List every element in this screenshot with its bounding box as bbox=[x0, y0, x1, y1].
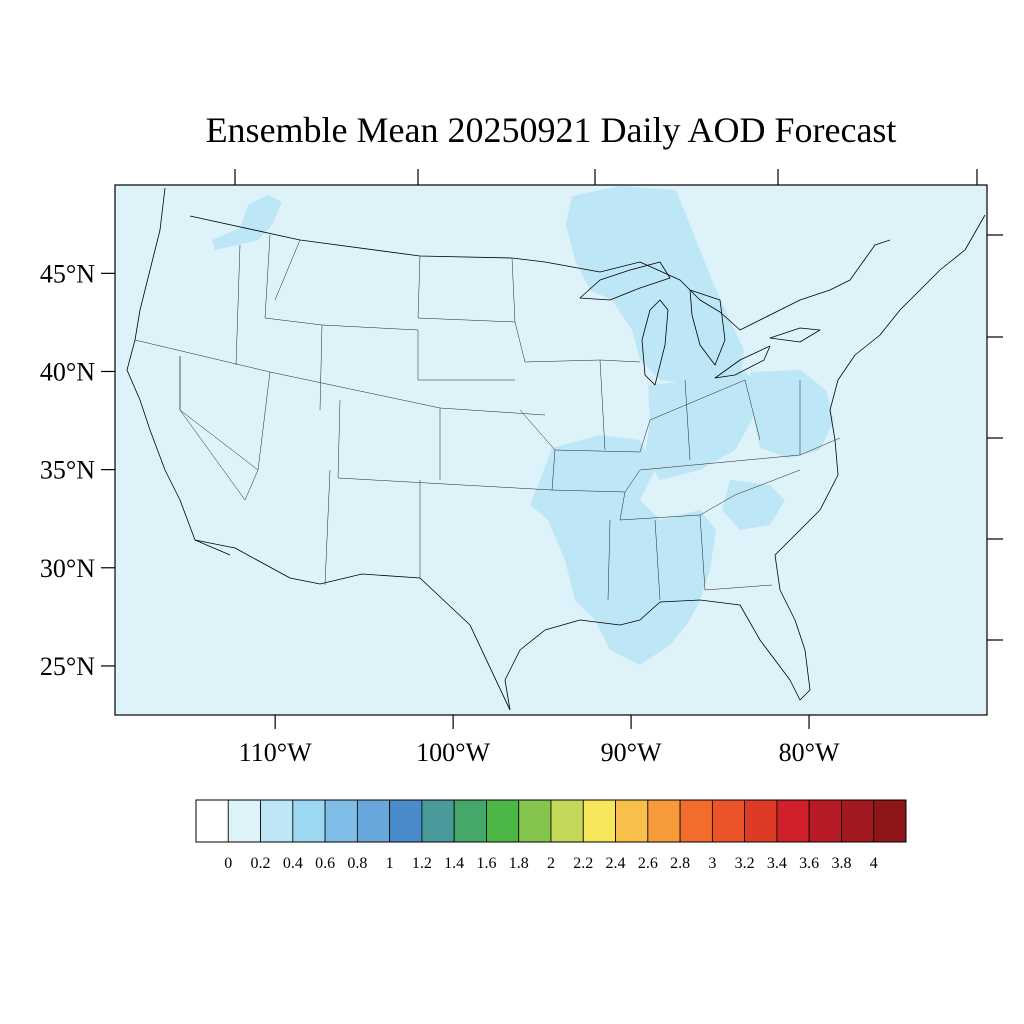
y-tick-label: 35°N bbox=[40, 456, 95, 485]
colorbar-swatch bbox=[647, 799, 681, 843]
colorbar-swatch bbox=[292, 799, 326, 843]
x-tick-label: 90°W bbox=[601, 738, 662, 767]
colorbar-label: 3 bbox=[708, 855, 716, 872]
lake-superior bbox=[579, 261, 671, 301]
colorbar-swatch bbox=[711, 799, 746, 843]
colorbar-label: 0.8 bbox=[347, 855, 367, 872]
colorbar-swatch bbox=[518, 799, 552, 843]
colorbar bbox=[195, 799, 907, 843]
lake-michigan bbox=[641, 299, 669, 386]
aod-region-upper-midwest bbox=[566, 186, 744, 385]
y-tick-label: 30°N bbox=[40, 554, 95, 583]
colorbar-label: 0.2 bbox=[251, 855, 271, 872]
colorbar-label: 4 bbox=[870, 855, 878, 872]
pacific-coast bbox=[126, 187, 231, 556]
map-background bbox=[115, 185, 987, 715]
colorbar-label: 0.4 bbox=[283, 855, 303, 872]
colorbar-label: 2.8 bbox=[670, 855, 690, 872]
colorbar-swatch bbox=[582, 799, 616, 843]
colorbar-frame bbox=[195, 799, 907, 843]
y-tick-label: 40°N bbox=[40, 357, 95, 386]
aod-region-southern-appalachians bbox=[722, 480, 785, 530]
us-canada-border bbox=[189, 215, 891, 331]
colorbar-swatch bbox=[421, 799, 455, 843]
aod-region-northwest-patch bbox=[212, 195, 282, 250]
chart-title: Ensemble Mean 20250921 Daily AOD Forecas… bbox=[206, 110, 897, 150]
colorbar-labels: 0 0.2 0.4 0.6 0.8 1 1.2 1.4 1.6 1.8 2 2.2 2.4 2.6 2.8 3… bbox=[224, 855, 877, 872]
colorbar-swatch bbox=[389, 799, 423, 843]
colorbar-swatch bbox=[356, 799, 391, 843]
x-tick-label: 100°W bbox=[416, 738, 490, 767]
state-boundaries bbox=[134, 234, 841, 601]
aod-overlays bbox=[212, 186, 834, 665]
colorbar-swatch bbox=[873, 799, 907, 843]
colorbar-label: 1 bbox=[386, 855, 394, 872]
colorbar-label: 3.8 bbox=[831, 855, 851, 872]
map-frame bbox=[114, 184, 988, 716]
gulf-coast bbox=[504, 589, 811, 711]
x-tick-label: 80°W bbox=[779, 738, 840, 767]
colorbar-swatch bbox=[808, 799, 842, 843]
colorbar-swatch bbox=[744, 799, 778, 843]
colorbar-label: 1.6 bbox=[476, 855, 496, 872]
colorbar-label: 0.6 bbox=[315, 855, 335, 872]
us-mexico-border bbox=[194, 539, 511, 711]
lake-huron bbox=[689, 289, 726, 366]
colorbar-swatch bbox=[841, 799, 875, 843]
colorbar-label: 3.6 bbox=[799, 855, 819, 872]
colorbar-label: 2 bbox=[547, 855, 555, 872]
colorbar-swatch bbox=[550, 799, 584, 843]
coastlines-and-borders bbox=[126, 187, 986, 711]
top-ticks bbox=[234, 169, 978, 185]
colorbar-label: 2.6 bbox=[638, 855, 658, 872]
aod-region-ohio-valley bbox=[645, 372, 760, 480]
map-panel bbox=[114, 184, 988, 716]
aod-region-lower-mississippi bbox=[530, 435, 716, 665]
x-tick-label: 110°W bbox=[239, 738, 312, 767]
colorbar-label: 3.4 bbox=[767, 855, 787, 872]
colorbar-label: 0 bbox=[224, 855, 232, 872]
lake-erie bbox=[714, 345, 771, 379]
colorbar-swatch bbox=[260, 799, 294, 843]
colorbar-label: 1.8 bbox=[509, 855, 529, 872]
colorbar-swatch bbox=[324, 799, 358, 843]
colorbar-label: 2.4 bbox=[606, 855, 626, 872]
colorbar-swatch bbox=[486, 799, 520, 843]
colorbar-swatch bbox=[776, 799, 810, 843]
colorbar-label: 1.2 bbox=[412, 855, 432, 872]
y-tick-label: 25°N bbox=[40, 652, 95, 681]
atlantic-coast bbox=[774, 214, 986, 591]
colorbar-swatch bbox=[615, 799, 649, 843]
colorbar-swatch bbox=[679, 799, 713, 843]
colorbar-swatch bbox=[227, 799, 261, 843]
colorbar-label: 3.2 bbox=[735, 855, 755, 872]
colorbar-label: 2.2 bbox=[573, 855, 593, 872]
colorbar-label: 1.4 bbox=[444, 855, 464, 872]
colorbar-swatch bbox=[195, 799, 229, 843]
lake-ontario bbox=[769, 327, 821, 343]
y-tick-label: 45°N bbox=[40, 259, 95, 288]
latitude-axis: 45°N 40°N 35°N 30°N 25°N bbox=[40, 259, 115, 681]
right-ticks bbox=[987, 234, 1003, 641]
aod-region-mid-atlantic bbox=[750, 370, 834, 458]
colorbar-swatch bbox=[453, 799, 487, 843]
longitude-axis: 110°W 100°W 90°W 80°W bbox=[239, 715, 840, 767]
